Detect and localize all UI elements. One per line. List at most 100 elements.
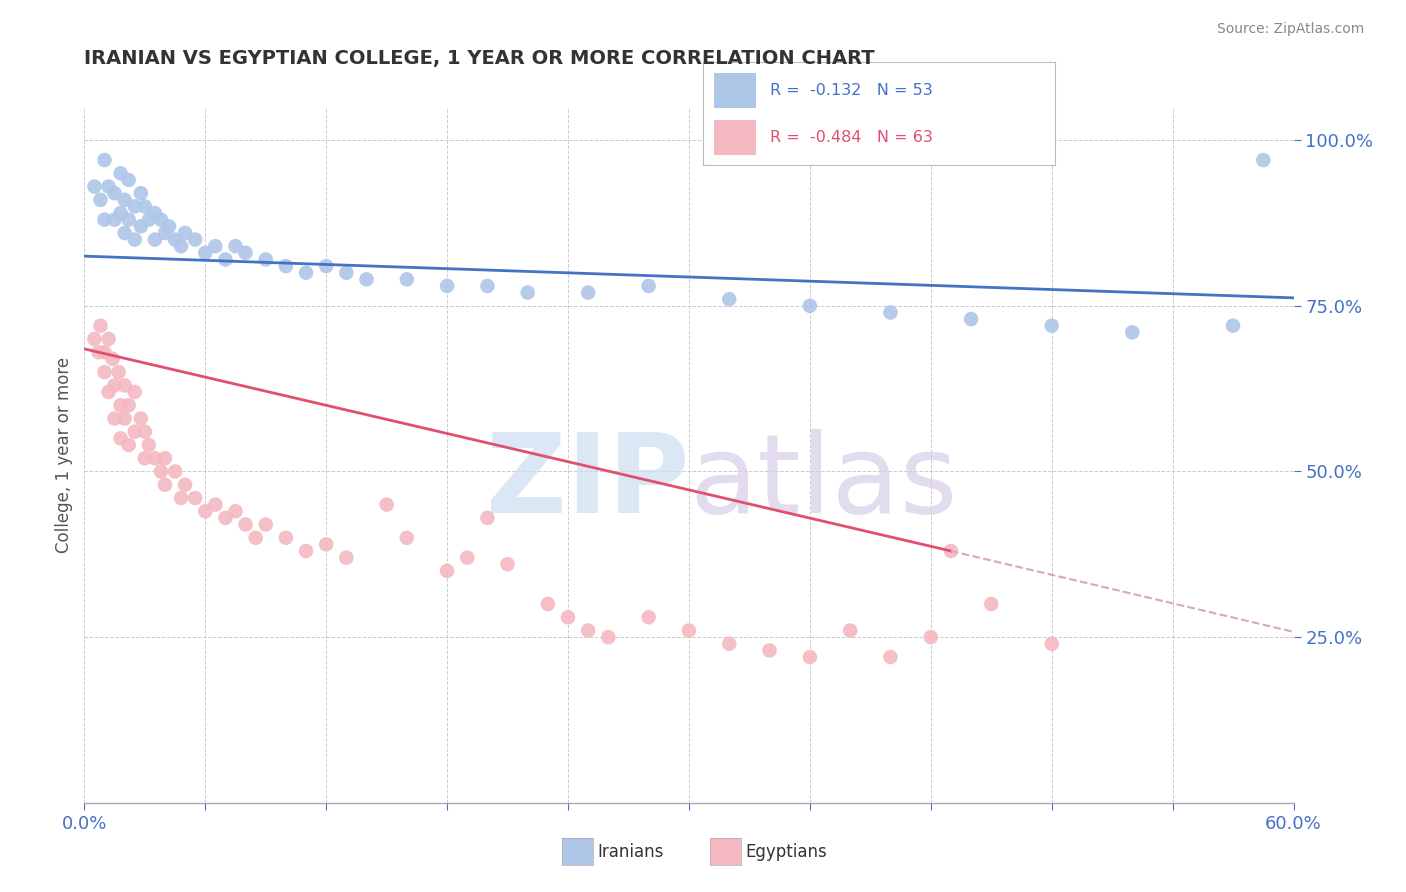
Point [395,272,418,286]
Point [118,173,141,187]
Point [939,544,962,558]
Point [110,206,132,220]
Point [718,637,741,651]
Point [799,299,821,313]
Text: R =  -0.484   N = 63: R = -0.484 N = 63 [770,130,932,145]
Point [335,550,357,565]
Point [93,345,115,359]
Point [124,384,146,399]
Point [395,531,418,545]
Point [129,219,152,234]
Point [118,398,141,412]
Point [134,425,156,439]
Point [170,491,193,505]
Point [114,193,136,207]
Point [315,537,337,551]
Point [718,292,741,306]
Point [184,233,207,247]
Point [225,504,247,518]
Point [637,279,659,293]
Point [496,558,519,572]
Point [157,219,180,234]
Point [516,285,538,300]
Point [274,531,297,545]
Point [124,425,146,439]
Point [960,312,983,326]
Point [110,431,132,445]
Point [184,491,207,505]
Point [557,610,579,624]
Point [174,226,197,240]
Point [165,233,187,247]
Point [204,498,226,512]
Point [87,345,110,359]
Point [436,279,458,293]
Point [153,226,176,240]
Point [110,398,132,412]
Point [477,279,499,293]
Point [104,186,127,201]
Point [153,451,176,466]
Point [129,411,152,425]
Point [235,245,257,260]
Point [118,438,141,452]
Point [839,624,862,638]
Point [799,650,821,665]
Point [295,544,318,558]
Point [477,511,499,525]
Point [149,212,172,227]
Point [315,259,337,273]
Point [1040,318,1063,333]
Point [104,212,127,227]
Point [375,498,398,512]
Text: Source: ZipAtlas.com: Source: ZipAtlas.com [1216,22,1364,37]
Point [637,610,659,624]
Point [143,233,166,247]
Point [879,650,901,665]
Text: R =  -0.132   N = 53: R = -0.132 N = 53 [770,83,932,97]
Point [576,285,599,300]
Point [245,531,267,545]
Point [93,153,115,167]
Point [1121,326,1143,340]
Point [107,365,129,379]
Point [758,643,780,657]
Point [1222,318,1244,333]
Point [134,199,156,213]
Point [214,252,236,267]
Point [335,266,357,280]
Point [138,212,160,227]
Point [295,266,318,280]
Point [143,206,166,220]
Point [980,597,1002,611]
Point [1251,153,1274,167]
Point [174,477,197,491]
Point [89,318,111,333]
Point [83,179,105,194]
Point [114,411,136,425]
Point [598,630,620,644]
Point [93,365,115,379]
Point [1040,637,1063,651]
Point [124,233,146,247]
Point [576,624,599,638]
Point [254,252,277,267]
Point [356,272,378,286]
Point [153,477,176,491]
Point [436,564,458,578]
Y-axis label: College, 1 year or more: College, 1 year or more [55,357,73,553]
Text: Egyptians: Egyptians [745,843,827,861]
Point [93,212,115,227]
Text: IRANIAN VS EGYPTIAN COLLEGE, 1 YEAR OR MORE CORRELATION CHART: IRANIAN VS EGYPTIAN COLLEGE, 1 YEAR OR M… [84,49,875,68]
Point [143,451,166,466]
Point [214,511,236,525]
Point [89,193,111,207]
Point [83,332,105,346]
FancyBboxPatch shape [713,73,756,108]
Point [101,351,124,366]
Point [879,305,901,319]
Point [138,438,160,452]
Point [274,259,297,273]
Point [124,199,146,213]
Text: Iranians: Iranians [598,843,664,861]
